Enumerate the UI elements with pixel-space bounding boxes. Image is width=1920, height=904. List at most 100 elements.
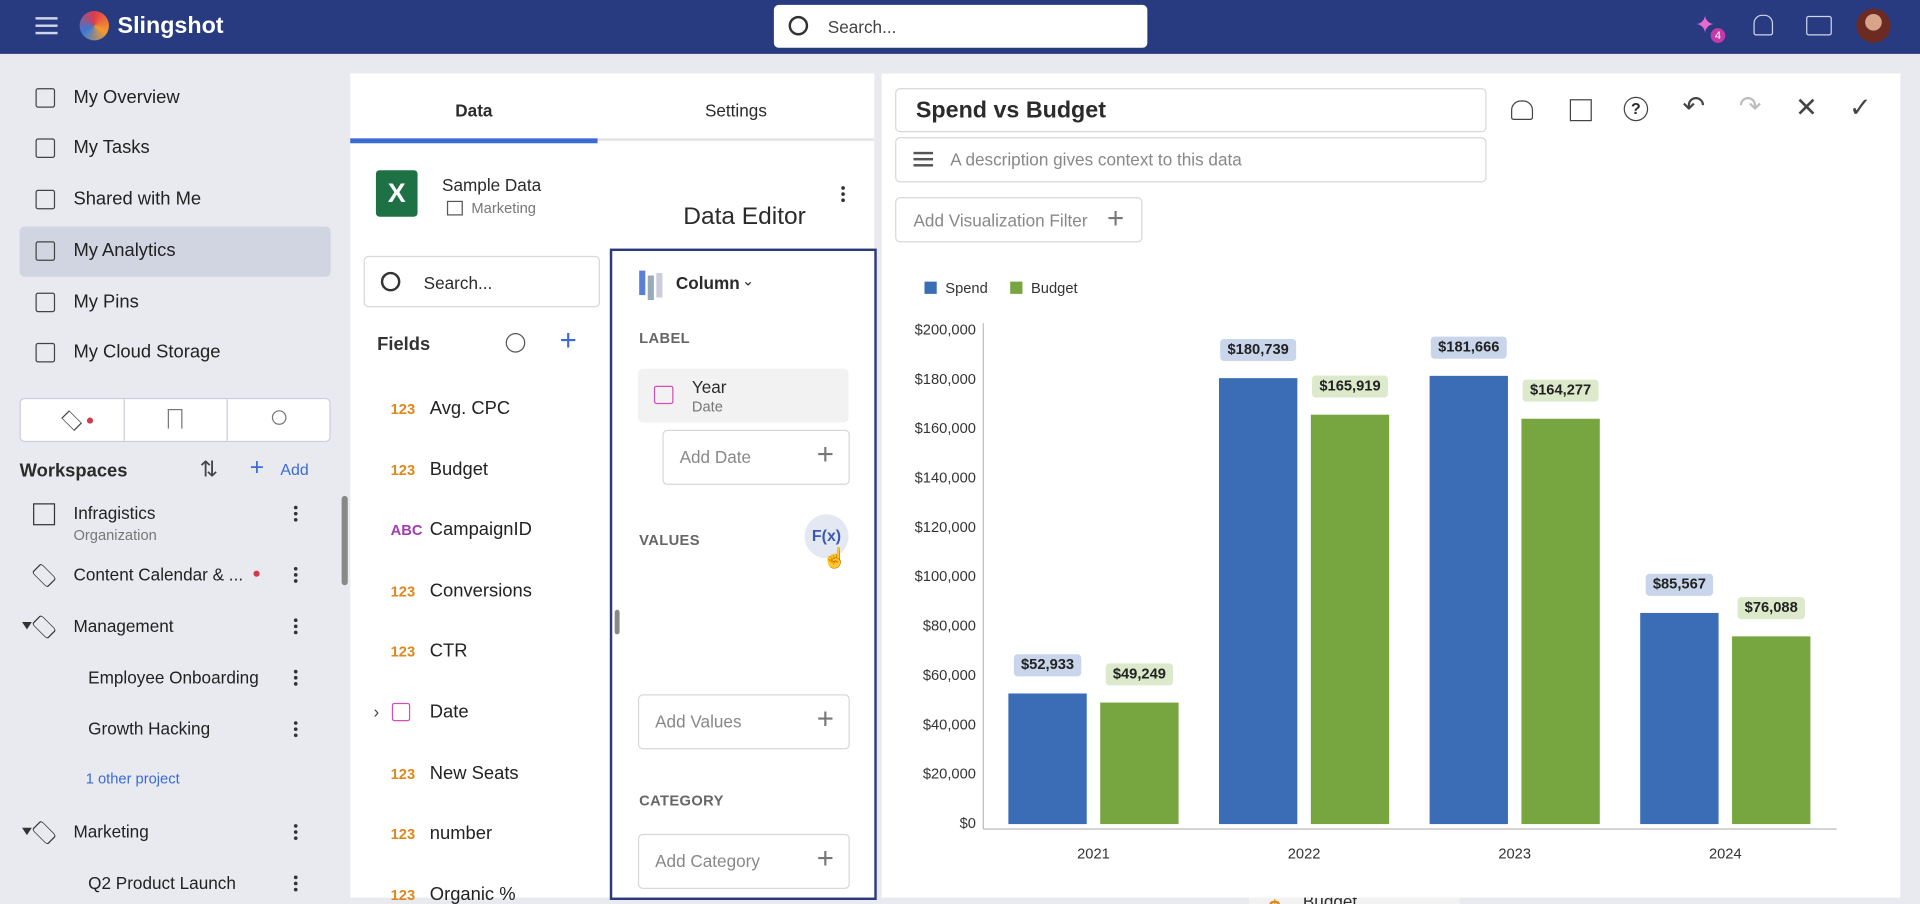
nav-selected	[19, 226, 331, 277]
field-name[interactable]: Avg. CPC	[429, 397, 511, 419]
notifications[interactable]	[1753, 14, 1774, 36]
expand-caret[interactable]	[22, 827, 32, 836]
workspace-name[interactable]: Growth Hacking	[88, 718, 211, 739]
search-icon	[788, 15, 809, 36]
sort-button[interactable]: ⇅	[199, 456, 219, 482]
workspace-menu[interactable]	[293, 566, 298, 571]
workspace-menu[interactable]	[293, 875, 298, 880]
nav-icon	[35, 138, 56, 158]
field-name[interactable]: number	[429, 823, 493, 844]
nav-item[interactable]: My Analytics	[73, 240, 176, 261]
label-field[interactable]: Year Date	[637, 368, 849, 423]
tab-shared[interactable]	[226, 399, 331, 441]
fx-button[interactable]: F(x)	[804, 514, 849, 559]
nav-item[interactable]: My Pins	[73, 291, 139, 313]
value-label-bg	[1105, 663, 1174, 686]
field-name[interactable]: CTR	[429, 640, 468, 662]
workspace-menu[interactable]	[293, 721, 298, 725]
workspace-menu[interactable]	[293, 669, 298, 674]
description: A description gives context to this data	[950, 149, 1242, 169]
add-icon[interactable]: +	[249, 454, 265, 482]
search-box[interactable]: Search...	[773, 4, 1148, 48]
add-category-text: Add Category	[655, 851, 760, 871]
excel-icon: X	[375, 170, 418, 217]
nav-item[interactable]: My Overview	[73, 86, 180, 108]
brain-button[interactable]	[505, 333, 526, 353]
add-workspace[interactable]: Add	[280, 460, 309, 479]
help-button[interactable]: ?	[1623, 96, 1649, 122]
nav-icon	[35, 292, 56, 313]
chart-type[interactable]: Column	[675, 273, 740, 293]
value-label: $164,277	[1530, 382, 1591, 398]
value-label: $49,249	[1113, 666, 1166, 682]
messages[interactable]	[1806, 15, 1832, 36]
field-name[interactable]: CampaignID	[429, 519, 532, 541]
expand-caret[interactable]: ›	[373, 701, 380, 722]
field-type: 123	[390, 643, 416, 661]
value-label-bg	[1013, 654, 1082, 677]
workspace-menu[interactable]	[293, 618, 298, 623]
y-tick-label: $180,000	[915, 372, 976, 388]
tab-bookmarks[interactable]	[167, 408, 183, 429]
nav-item[interactable]: My Cloud Storage	[73, 341, 221, 363]
workspace-menu[interactable]	[293, 505, 298, 510]
nav-item[interactable]: My Tasks	[73, 137, 150, 158]
undo-button[interactable]: ↶	[1682, 90, 1706, 122]
fields-title: Fields	[377, 334, 431, 356]
title-input[interactable]: Spend vs Budget	[895, 88, 1487, 133]
chart-type-button[interactable]	[1511, 100, 1534, 121]
filter-button[interactable]: Add Visualization Filter +	[895, 197, 1143, 243]
add-field[interactable]: +	[559, 324, 577, 358]
workspace-name[interactable]: Q2 Product Launch	[88, 873, 236, 893]
workspace-menu[interactable]	[293, 824, 298, 828]
bar	[1429, 375, 1508, 825]
table-view-button[interactable]	[1569, 99, 1592, 122]
workspace-name[interactable]: Infragistics	[73, 503, 156, 523]
field-name[interactable]: Date	[429, 701, 469, 723]
y-tick-label: $20,000	[923, 767, 976, 783]
field-type: 123	[390, 400, 416, 418]
tab-data[interactable]: Data	[455, 100, 493, 121]
field-type: 123	[390, 582, 416, 600]
splitter[interactable]	[614, 609, 620, 635]
field-type: 123	[390, 886, 416, 904]
avatar[interactable]	[1856, 8, 1891, 43]
workspace-name[interactable]: 1 other project	[85, 770, 180, 788]
scrollbar	[341, 495, 348, 586]
label-field-sub: Date	[691, 397, 723, 416]
filter-text: Add Visualization Filter	[913, 210, 1088, 231]
add-category[interactable]: Add Category +	[637, 833, 850, 889]
source-menu[interactable]	[841, 186, 845, 190]
description-input[interactable]: A description gives context to this data	[895, 137, 1487, 183]
workspace-name[interactable]: Marketing	[73, 821, 149, 842]
x-tick-label: 2021	[1077, 847, 1110, 863]
nav-item[interactable]: Shared with Me	[73, 188, 202, 210]
close-button[interactable]: ✕	[1795, 91, 1818, 123]
workspace-name[interactable]: Content Calendar & ...	[73, 564, 244, 585]
expand-caret[interactable]	[22, 622, 32, 630]
label-field-name: Year	[691, 377, 727, 397]
tab-settings[interactable]: Settings	[704, 100, 767, 121]
field-search[interactable]: Search...	[363, 255, 601, 308]
field-name[interactable]: Conversions	[429, 580, 532, 601]
add-date[interactable]: Add Date +	[662, 429, 850, 485]
tab-workspaces[interactable]	[21, 399, 125, 441]
viz-panel: Spend vs Budget A description gives cont…	[881, 73, 1901, 898]
ai-button[interactable]: ✦	[1694, 12, 1716, 40]
field-name[interactable]: New Seats	[429, 762, 519, 784]
value-label: $85,567	[1653, 577, 1706, 593]
redo-button[interactable]: ↷	[1738, 90, 1762, 122]
workspace-name[interactable]: Employee Onboarding	[88, 667, 259, 687]
apply-button[interactable]: ✓	[1848, 91, 1872, 123]
y-tick-label: $0	[960, 816, 976, 832]
value-label-bg	[1220, 338, 1297, 361]
field-name[interactable]: Budget	[429, 458, 489, 480]
workspace-name[interactable]: Management	[73, 615, 174, 636]
menu-button[interactable]	[35, 17, 58, 20]
category-section: CATEGORY	[639, 792, 724, 810]
add-values[interactable]: Add Values +	[637, 694, 850, 750]
field-name[interactable]: Organic %	[429, 883, 516, 904]
legend-label: Budget	[1031, 281, 1078, 297]
field-type: ABC	[390, 521, 423, 540]
